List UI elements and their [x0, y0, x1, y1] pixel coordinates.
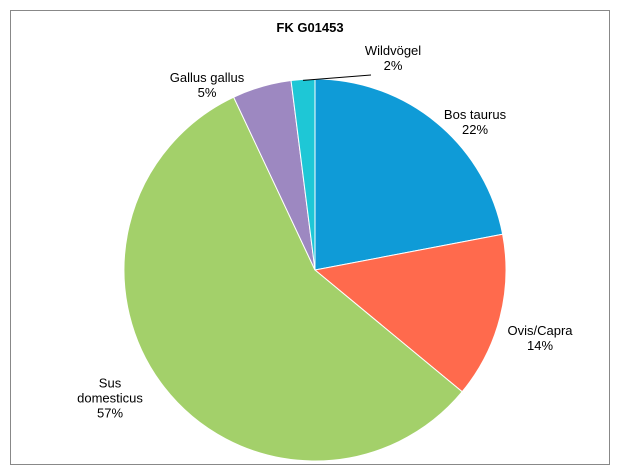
- slice-name-label: Sus domesticus: [77, 375, 143, 406]
- slice-name-label: Bos taurus: [443, 107, 507, 122]
- slice-value-label: 5%: [197, 85, 217, 100]
- chart-title: FK G01453: [276, 20, 344, 35]
- slice-name-label: Gallus gallus: [169, 70, 245, 85]
- pie-slice: [314, 78, 504, 271]
- slice-name-label: Ovis/Capra: [507, 323, 573, 338]
- slice-label: Sus domesticus 57%: [70, 376, 150, 421]
- slice-label: Wildvögel 2%: [338, 43, 448, 73]
- slice-value-label: 14%: [526, 338, 554, 353]
- slice-value-label: 22%: [461, 122, 489, 137]
- pie-slice: [313, 233, 507, 393]
- slice-value-label: 57%: [96, 405, 124, 421]
- slice-label: Ovis/Capra 14%: [485, 323, 595, 353]
- slice-value-label: 2%: [383, 58, 403, 73]
- slice-label: Bos taurus 22%: [420, 107, 530, 137]
- leader-line: [302, 74, 372, 81]
- slice-label: Gallus gallus 5%: [152, 70, 262, 100]
- pie-slice: [123, 96, 463, 462]
- slice-name-label: Wildvögel: [364, 43, 422, 58]
